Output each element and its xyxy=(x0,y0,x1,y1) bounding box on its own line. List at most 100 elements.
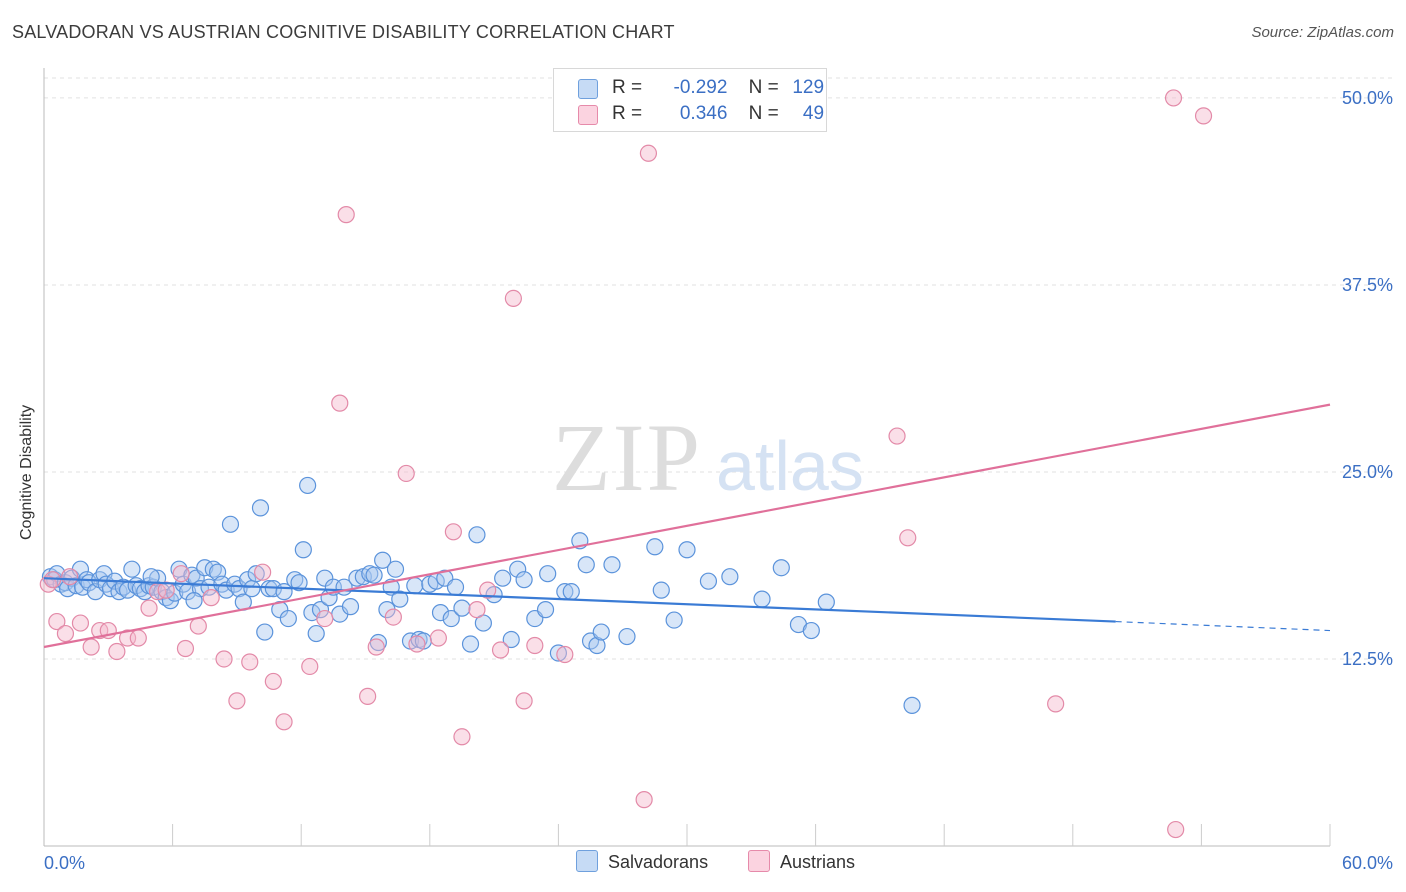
data-point xyxy=(639,144,658,162)
data-point xyxy=(446,578,465,596)
data-point xyxy=(294,541,312,559)
data-point xyxy=(1047,695,1065,713)
chart-title: SALVADORAN VS AUSTRIAN COGNITIVE DISABIL… xyxy=(12,22,675,42)
data-point xyxy=(369,633,387,652)
data-point xyxy=(202,589,220,607)
data-point xyxy=(504,289,522,308)
data-point xyxy=(290,574,308,592)
legend-label-austrians: Austrians xyxy=(780,852,856,872)
data-point xyxy=(556,645,574,664)
data-point xyxy=(157,581,175,599)
data-point xyxy=(562,583,580,601)
data-point xyxy=(618,627,636,646)
data-point xyxy=(307,624,325,643)
legend-r-label: R = xyxy=(612,77,643,98)
x-tick-label-max: 60.0% xyxy=(1342,853,1393,873)
legend-n-label: N = xyxy=(748,103,779,124)
legend-swatch-blue xyxy=(578,79,598,99)
data-point xyxy=(391,590,409,608)
watermark-zip: ZIP xyxy=(552,404,702,511)
legend-n-label: N = xyxy=(748,77,779,98)
data-point xyxy=(515,692,533,710)
correlation-legend: R = -0.292 N = 129 R = 0.346 N = 49 xyxy=(553,68,827,132)
y-tick-label: 12.5% xyxy=(1342,649,1393,669)
data-point xyxy=(678,541,696,559)
legend-swatch-blue xyxy=(576,850,598,873)
data-point xyxy=(536,601,555,619)
y-tick-labels: 12.5% 25.0% 37.5% 50.0% xyxy=(1342,88,1393,669)
data-point xyxy=(108,642,126,661)
data-point xyxy=(1167,820,1185,839)
legend-r-label: R = xyxy=(612,103,643,124)
data-point xyxy=(577,556,595,574)
data-point xyxy=(331,394,349,412)
data-point xyxy=(502,630,520,649)
data-point xyxy=(247,565,265,583)
y-tick-label: 37.5% xyxy=(1342,275,1393,295)
data-point xyxy=(80,574,98,592)
data-point xyxy=(61,568,79,586)
data-point xyxy=(491,641,510,659)
data-point xyxy=(337,206,355,224)
data-point xyxy=(251,499,270,517)
data-point xyxy=(348,569,366,587)
data-point xyxy=(200,578,218,596)
data-point xyxy=(903,696,921,714)
legend-n-value: 49 xyxy=(802,103,825,124)
data-point xyxy=(316,569,334,587)
data-point xyxy=(239,571,257,589)
data-point xyxy=(665,611,683,629)
y-tick-label: 25.0% xyxy=(1342,462,1393,482)
data-point xyxy=(365,566,383,584)
data-point xyxy=(526,636,544,655)
watermark-atlas: atlas xyxy=(716,427,864,505)
data-point xyxy=(243,580,261,598)
data-point xyxy=(468,526,486,544)
data-point xyxy=(479,581,497,599)
data-point xyxy=(899,529,917,547)
data-point xyxy=(279,609,297,628)
data-point xyxy=(48,612,66,631)
data-point xyxy=(172,565,190,583)
data-point xyxy=(129,629,147,647)
data-point xyxy=(453,728,471,746)
data-point xyxy=(142,568,160,586)
data-point xyxy=(67,577,85,595)
data-point xyxy=(453,599,471,617)
data-point xyxy=(82,638,100,656)
y-tick-label: 50.0% xyxy=(1342,88,1393,108)
data-point xyxy=(71,614,90,632)
data-point xyxy=(316,609,334,628)
trend-line-salvadorans-extension xyxy=(1115,620,1331,632)
data-point xyxy=(652,581,670,599)
data-point xyxy=(603,556,621,574)
data-point xyxy=(588,636,606,655)
data-point xyxy=(408,635,426,653)
data-point xyxy=(802,621,820,640)
data-point xyxy=(772,559,790,577)
data-point xyxy=(539,565,557,583)
x-tick-label-min: 0.0% xyxy=(44,853,85,873)
data-point xyxy=(442,609,460,628)
data-point xyxy=(549,644,568,662)
data-point xyxy=(230,580,248,598)
data-point xyxy=(468,601,486,619)
trend-line-austrians xyxy=(43,403,1331,649)
data-point xyxy=(189,617,207,635)
data-point xyxy=(384,608,402,626)
data-point xyxy=(176,639,195,658)
data-point xyxy=(341,598,360,616)
trend-line-salvadorans xyxy=(43,577,1116,623)
bottom-legend-salvadorans: Salvadorans xyxy=(576,850,708,874)
data-point xyxy=(311,601,330,619)
source-credit: Source: ZipAtlas.com xyxy=(1251,24,1394,41)
trend-lines xyxy=(43,403,1331,649)
legend-swatch-pink xyxy=(578,105,598,125)
data-point xyxy=(256,623,274,641)
data-point xyxy=(241,653,259,671)
data-point xyxy=(1164,89,1183,107)
watermark: ZIP atlas xyxy=(552,404,864,511)
data-point xyxy=(699,572,718,590)
data-point xyxy=(429,629,447,647)
bottom-legend-austrians: Austrians xyxy=(748,850,856,874)
